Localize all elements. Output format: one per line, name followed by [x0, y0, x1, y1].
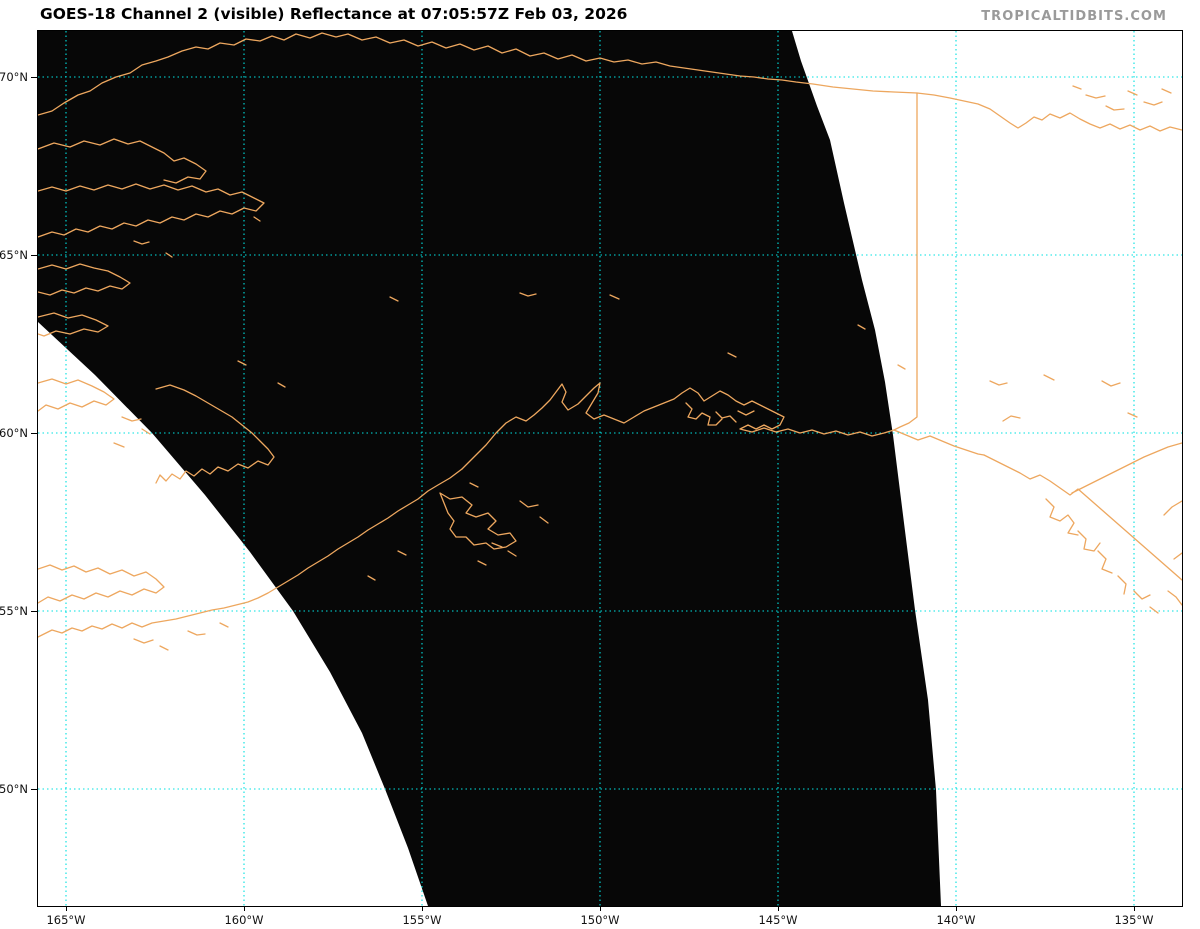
coastline-southeast-panhandle: [983, 374, 1182, 614]
x-axis-label-155w: 155°W: [402, 913, 442, 927]
y-tick: [31, 789, 37, 790]
x-axis-label-160w: 160°W: [224, 913, 264, 927]
x-tick: [422, 906, 423, 911]
x-tick: [956, 906, 957, 911]
y-tick: [31, 433, 37, 434]
y-tick: [31, 77, 37, 78]
coastline-kodiak-archipelago: [439, 482, 549, 566]
x-tick: [66, 906, 67, 911]
satellite-scan-area: [38, 31, 941, 906]
y-axis-label-55n: 55°N: [0, 604, 28, 618]
y-tick: [31, 611, 37, 612]
page-title: GOES-18 Channel 2 (visible) Reflectance …: [40, 5, 628, 23]
coastline-alaska-peninsula-aleutians: [38, 468, 463, 651]
x-tick: [600, 906, 601, 911]
coastline-west-alaska: [38, 138, 286, 484]
y-tick: [31, 255, 37, 256]
graticule-gridlines: [38, 31, 1182, 906]
x-tick: [778, 906, 779, 911]
x-axis-label-165w: 165°W: [46, 913, 86, 927]
y-axis-label-70n: 70°N: [0, 70, 28, 84]
x-tick: [1134, 906, 1135, 911]
alaska-canada-border-line: [893, 92, 918, 431]
x-axis-label-150w: 150°W: [580, 913, 620, 927]
satellite-map: [38, 31, 1182, 906]
x-axis-label-140w: 140°W: [936, 913, 976, 927]
map-plot: 165°W 160°W 155°W 150°W 145°W 140°W 135°…: [0, 30, 1183, 927]
x-axis-label-145w: 145°W: [758, 913, 798, 927]
y-axis-label-65n: 65°N: [0, 248, 28, 262]
y-axis-label-60n: 60°N: [0, 426, 28, 440]
brand-logo: TROPICALTIDBITS.COM: [981, 9, 1167, 24]
y-axis-label-50n: 50°N: [0, 782, 28, 796]
x-axis-label-135w: 135°W: [1114, 913, 1154, 927]
coastline-southcentral-alaska: [389, 292, 985, 470]
coastline-arctic-coast: [38, 32, 1182, 132]
x-tick: [244, 906, 245, 911]
